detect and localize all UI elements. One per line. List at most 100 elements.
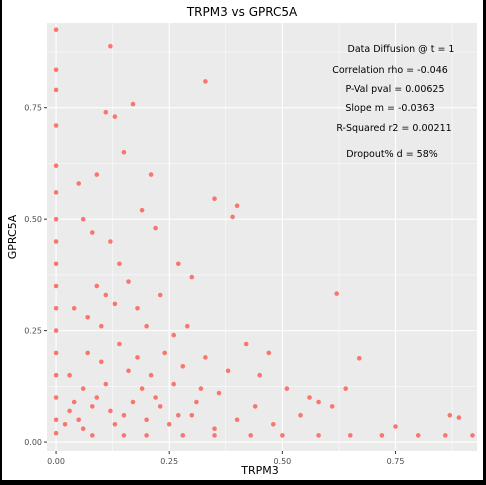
data-point <box>103 381 109 387</box>
data-point <box>203 355 208 360</box>
data-point <box>53 283 59 289</box>
data-point <box>53 27 59 32</box>
data-point <box>334 291 340 296</box>
data-point <box>80 386 86 391</box>
data-point <box>130 399 136 405</box>
data-point <box>108 408 113 414</box>
data-point <box>121 433 127 438</box>
data-point <box>80 216 86 222</box>
y-tick-label: 0.50 <box>24 215 42 224</box>
data-point <box>53 350 59 356</box>
data-point <box>212 426 217 432</box>
data-point <box>121 413 127 418</box>
data-point <box>447 413 453 418</box>
y-axis-label: GPRC5A <box>6 214 19 259</box>
data-point <box>135 306 140 311</box>
x-tick-label: 0.50 <box>273 457 291 466</box>
data-point <box>53 395 59 400</box>
data-point <box>99 323 104 329</box>
data-point <box>379 433 385 438</box>
data-point <box>90 433 95 438</box>
stats-annotations: Data Diffusion @ t = 1 Correlation rho = … <box>332 44 454 160</box>
data-point <box>189 413 195 418</box>
x-tick-label: 0.00 <box>47 457 65 466</box>
data-point <box>108 43 113 49</box>
data-point <box>298 413 303 418</box>
data-point <box>212 433 217 438</box>
data-point <box>180 433 186 438</box>
data-point <box>94 172 100 177</box>
data-point <box>216 390 222 396</box>
chart-title: TRPM3 vs GPRC5A <box>186 5 298 19</box>
data-point <box>180 364 186 369</box>
scatter-chart: TRPM3 vs GPRC5A 0.00 0.25 0.50 0.75 0.00 0.2… <box>6 5 477 477</box>
data-point <box>171 332 176 338</box>
data-point <box>153 225 158 231</box>
data-point <box>162 350 167 356</box>
data-point <box>316 433 321 438</box>
data-point <box>53 261 59 267</box>
data-point <box>185 323 190 329</box>
data-point <box>53 306 59 311</box>
data-point <box>85 315 90 320</box>
data-point <box>117 261 122 267</box>
data-point <box>176 261 181 267</box>
data-point <box>456 415 462 420</box>
data-point <box>108 239 113 244</box>
data-point <box>316 399 321 405</box>
data-point <box>144 323 149 329</box>
data-point <box>53 123 59 128</box>
data-point <box>230 214 235 220</box>
data-point <box>126 279 131 284</box>
data-point <box>148 172 154 177</box>
data-point <box>53 328 59 333</box>
data-point <box>103 292 109 298</box>
data-point <box>252 404 258 409</box>
data-point <box>198 386 204 391</box>
data-point <box>135 355 140 360</box>
data-point <box>121 150 127 155</box>
x-tick-label: 0.25 <box>160 457 178 466</box>
data-point <box>357 356 362 361</box>
data-point <box>53 67 59 73</box>
x-axis-ticks: 0.00 0.25 0.50 0.75 <box>47 451 404 466</box>
data-point <box>71 306 77 311</box>
data-point <box>348 433 353 438</box>
data-point <box>94 283 100 289</box>
stats-annotation: Data Diffusion @ t = 1 <box>348 44 455 55</box>
data-point <box>171 381 176 387</box>
data-point <box>144 417 149 423</box>
data-point <box>53 163 59 168</box>
data-point <box>126 368 131 374</box>
y-tick-label: 0.75 <box>24 104 42 113</box>
stats-annotation: R-Squared r2 = 0.00211 <box>336 123 451 134</box>
data-point <box>71 399 77 405</box>
data-point <box>53 239 59 244</box>
data-point <box>67 372 72 378</box>
data-point <box>53 216 59 222</box>
data-point <box>112 114 118 119</box>
data-point <box>271 422 276 427</box>
data-point <box>225 368 231 374</box>
data-point <box>53 87 59 93</box>
data-points <box>53 27 475 438</box>
data-point <box>212 196 217 201</box>
data-point <box>266 350 272 356</box>
data-point <box>103 109 109 115</box>
data-point <box>234 417 240 423</box>
data-point <box>85 350 90 356</box>
stats-annotation: Correlation rho = -0.046 <box>332 65 448 76</box>
data-point <box>144 433 149 438</box>
data-point <box>176 413 181 418</box>
data-point <box>53 190 59 195</box>
data-point <box>280 433 285 438</box>
y-tick-label: 0.25 <box>24 327 42 336</box>
x-tick-label: 0.75 <box>387 457 405 466</box>
data-point <box>307 395 312 400</box>
data-point <box>415 433 421 438</box>
data-point <box>148 372 154 378</box>
data-point <box>53 417 59 423</box>
data-point <box>203 79 208 84</box>
data-point <box>329 404 335 409</box>
data-point <box>94 395 100 400</box>
